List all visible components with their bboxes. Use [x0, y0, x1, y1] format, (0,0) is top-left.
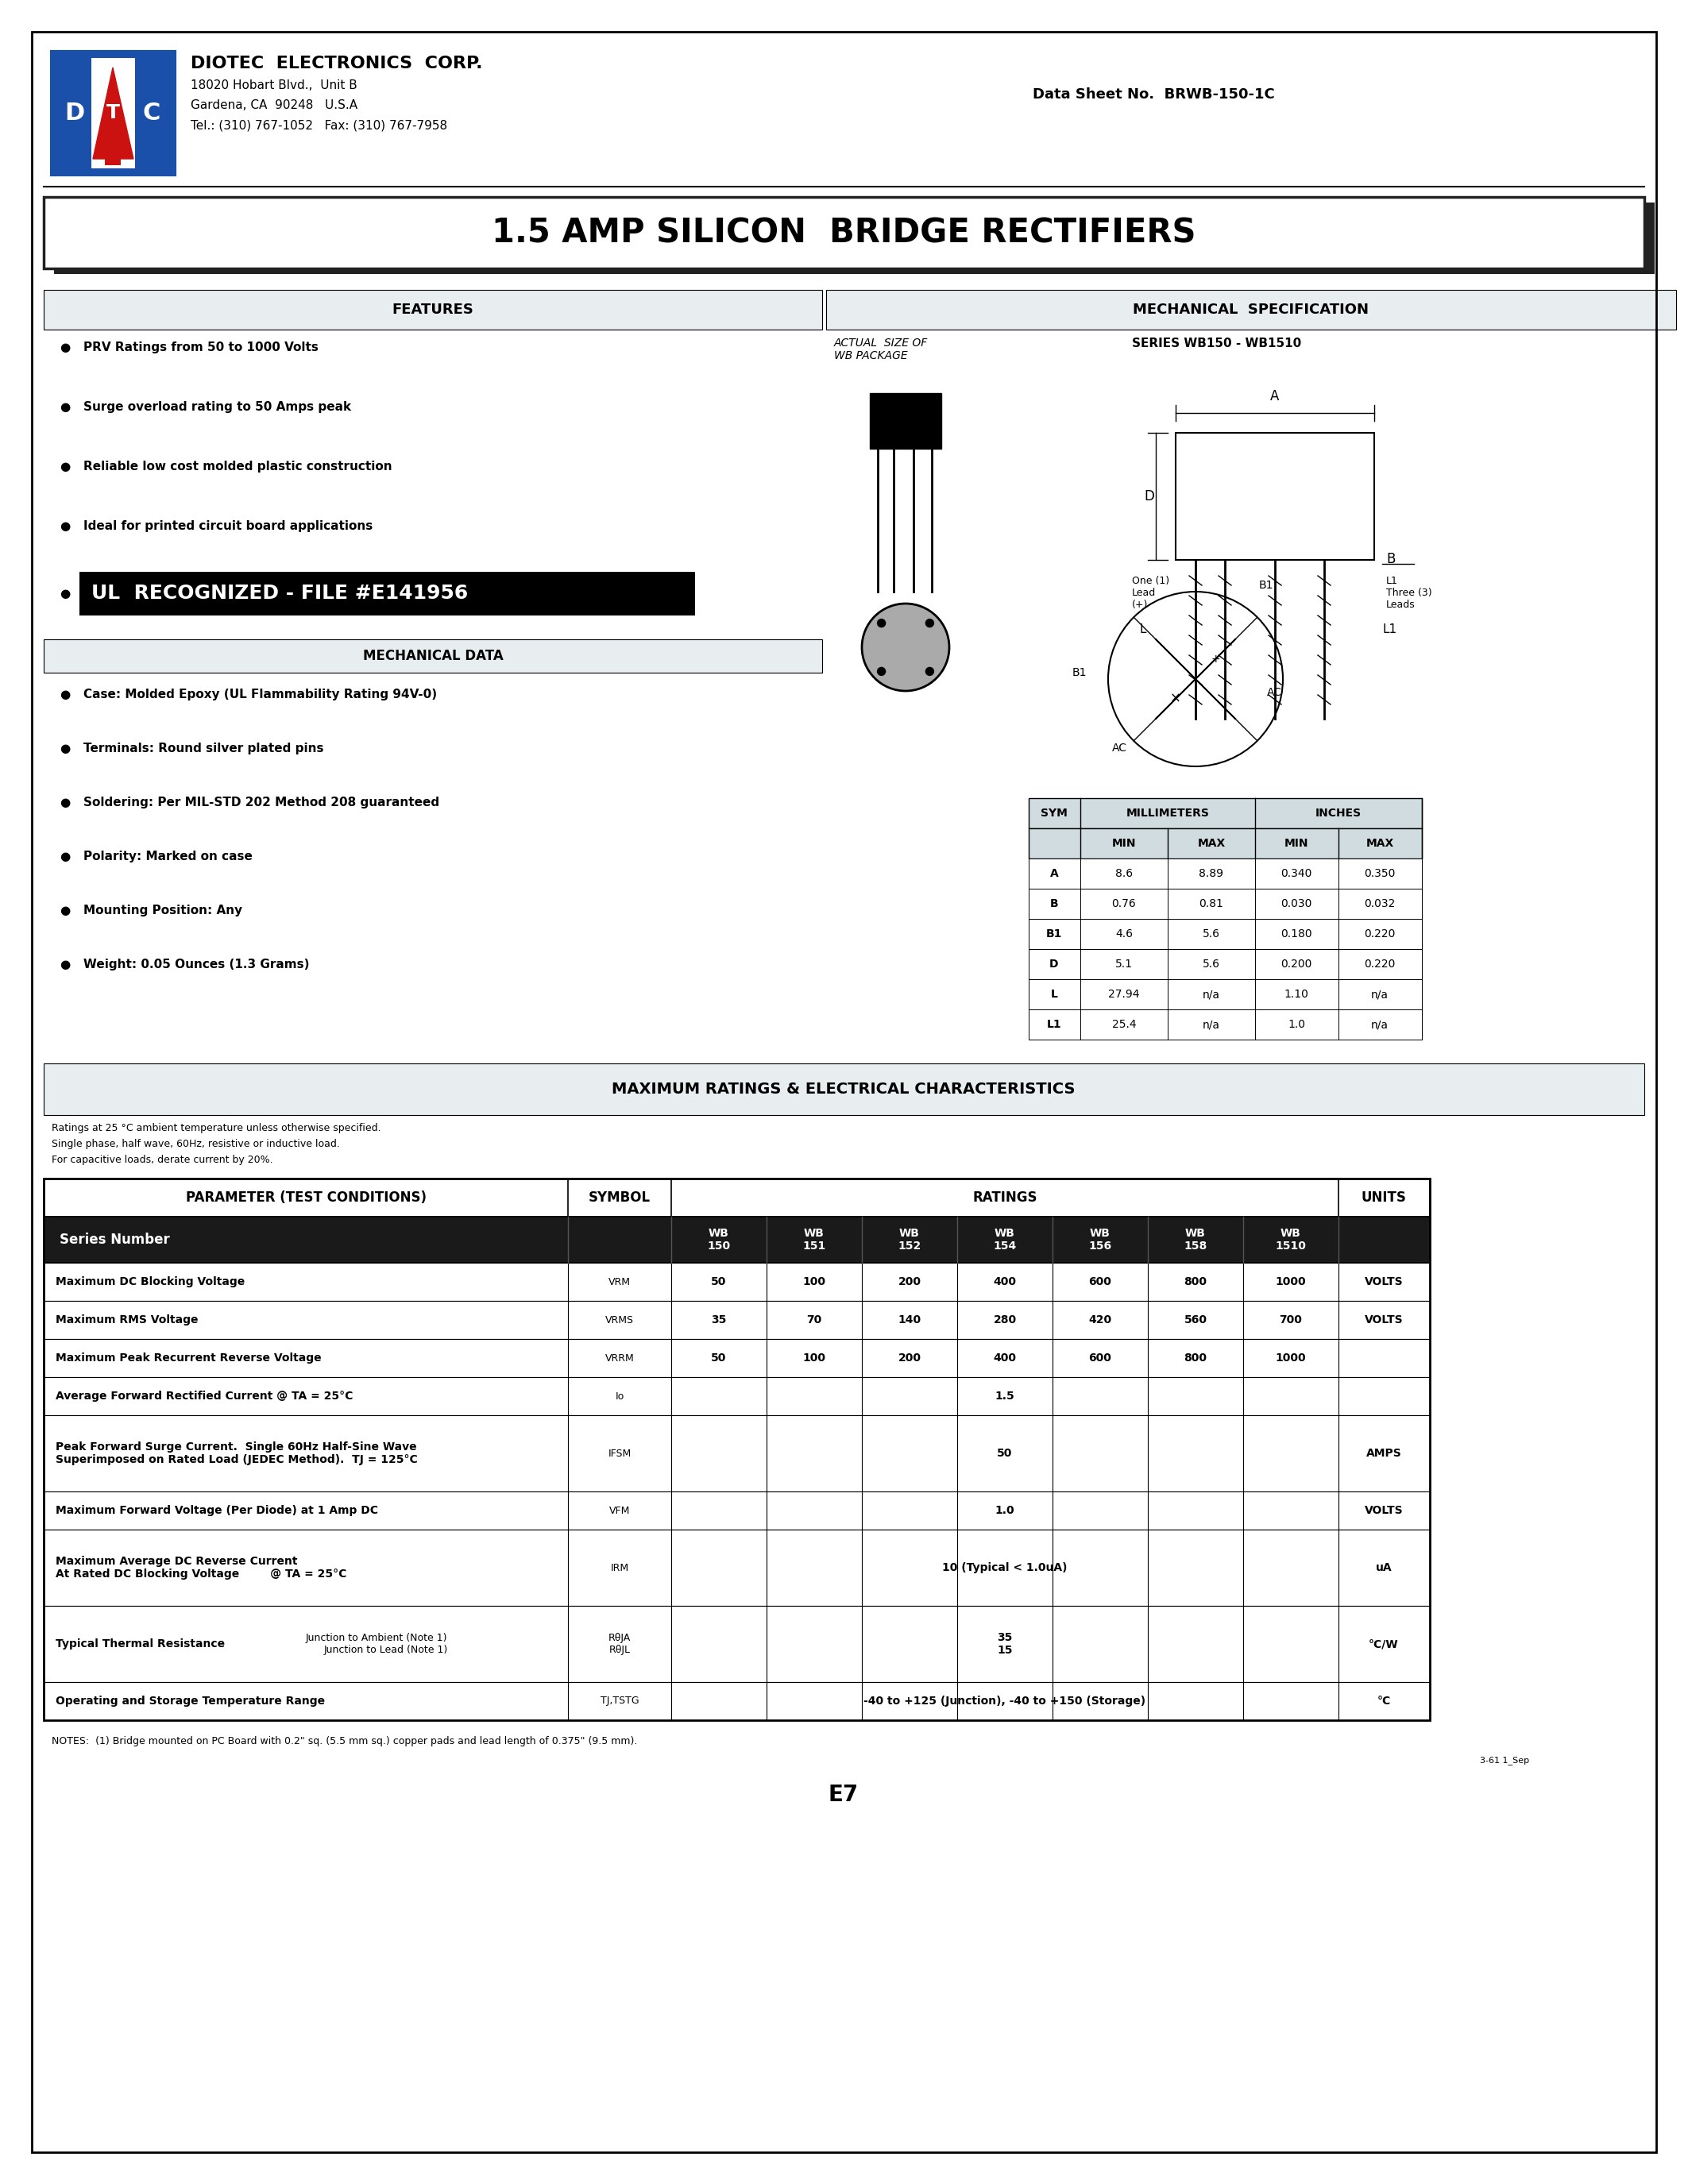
Text: SYMBOL: SYMBOL	[589, 1190, 650, 1206]
Text: VRMS: VRMS	[606, 1315, 635, 1326]
Text: 100: 100	[803, 1352, 825, 1363]
Text: 35
15: 35 15	[998, 1631, 1013, 1655]
Text: 1.5 AMP SILICON  BRIDGE RECTIFIERS: 1.5 AMP SILICON BRIDGE RECTIFIERS	[491, 216, 1195, 249]
Bar	[1028, 797, 1421, 828]
Text: ×: ×	[1170, 692, 1182, 705]
Text: 0.220: 0.220	[1364, 928, 1396, 939]
Text: WB
154: WB 154	[993, 1227, 1016, 1251]
Text: n/a: n/a	[1202, 989, 1220, 1000]
Text: n/a: n/a	[1371, 1020, 1389, 1031]
Text: WB
156: WB 156	[1089, 1227, 1112, 1251]
Text: NOTES:  (1) Bridge mounted on PC Board with 0.2" sq. (5.5 mm sq.) copper pads an: NOTES: (1) Bridge mounted on PC Board wi…	[52, 1736, 638, 1747]
Text: MECHANICAL  SPECIFICATION: MECHANICAL SPECIFICATION	[1133, 304, 1369, 317]
Text: 5.1: 5.1	[1116, 959, 1133, 970]
Text: ●: ●	[59, 520, 71, 533]
Text: VFM: VFM	[609, 1505, 630, 1516]
Text: L1: L1	[1382, 622, 1396, 636]
Text: Single phase, half wave, 60Hz, resistive or inductive load.: Single phase, half wave, 60Hz, resistive…	[52, 1138, 339, 1149]
Bar	[44, 197, 1644, 269]
Text: B1: B1	[1047, 928, 1062, 939]
Text: E7: E7	[829, 1784, 859, 1806]
Bar	[44, 1378, 1430, 1415]
Text: Data Sheet No.  BRWB-150-1C: Data Sheet No. BRWB-150-1C	[1033, 87, 1274, 103]
Text: RATINGS: RATINGS	[972, 1190, 1036, 1206]
Text: VRRM: VRRM	[604, 1352, 635, 1363]
Text: L: L	[1139, 622, 1146, 636]
Bar	[91, 59, 135, 168]
Text: 50: 50	[711, 1352, 726, 1363]
Text: WB
151: WB 151	[802, 1227, 825, 1251]
Text: 400: 400	[993, 1275, 1016, 1286]
Text: ●: ●	[59, 904, 71, 917]
Text: 10 (Typical < 1.0uA): 10 (Typical < 1.0uA)	[942, 1562, 1067, 1572]
Text: VOLTS: VOLTS	[1364, 1315, 1403, 1326]
Bar	[44, 1605, 1430, 1682]
Text: UNITS: UNITS	[1361, 1190, 1406, 1206]
Text: 0.200: 0.200	[1281, 959, 1312, 970]
Text: Maximum DC Blocking Voltage: Maximum DC Blocking Voltage	[56, 1275, 245, 1286]
Text: 700: 700	[1280, 1315, 1303, 1326]
Text: ●: ●	[59, 959, 71, 970]
Text: IFSM: IFSM	[608, 1448, 631, 1459]
Bar	[57, 59, 91, 168]
Text: 1000: 1000	[1276, 1275, 1307, 1286]
Text: D: D	[64, 100, 84, 124]
Text: T: T	[106, 103, 120, 122]
Text: MECHANICAL DATA: MECHANICAL DATA	[363, 649, 503, 664]
Text: 1.0: 1.0	[1288, 1020, 1305, 1031]
Bar	[44, 1064, 1644, 1116]
Text: 100: 100	[803, 1275, 825, 1286]
Text: 600: 600	[1089, 1275, 1112, 1286]
Text: 420: 420	[1089, 1315, 1112, 1326]
Text: INCHES: INCHES	[1315, 808, 1362, 819]
Bar	[1028, 858, 1421, 889]
Text: 0.81: 0.81	[1198, 898, 1224, 909]
Text: +: +	[1210, 653, 1220, 664]
Text: L1
Three (3)
Leads: L1 Three (3) Leads	[1386, 577, 1431, 609]
Text: B: B	[1386, 553, 1396, 566]
Bar	[57, 59, 91, 168]
Text: Ratings at 25 °C ambient temperature unless otherwise specified.: Ratings at 25 °C ambient temperature unl…	[52, 1123, 381, 1133]
Bar	[1028, 978, 1421, 1009]
Bar	[52, 52, 176, 175]
Text: MILLIMETERS: MILLIMETERS	[1126, 808, 1209, 819]
Text: AC: AC	[1112, 743, 1128, 753]
Text: Soldering: Per MIL-STD 202 Method 208 guaranteed: Soldering: Per MIL-STD 202 Method 208 gu…	[83, 797, 439, 808]
Text: MAX: MAX	[1197, 839, 1225, 850]
Bar	[1028, 828, 1421, 858]
Text: 140: 140	[898, 1315, 922, 1326]
Bar	[1028, 950, 1421, 978]
Text: Io: Io	[614, 1391, 625, 1402]
Text: Maximum Average DC Reverse Current
At Rated DC Blocking Voltage        @ TA = 25: Maximum Average DC Reverse Current At Ra…	[56, 1555, 346, 1579]
Bar	[44, 1179, 1430, 1721]
Text: MAXIMUM RATINGS & ELECTRICAL CHARACTERISTICS: MAXIMUM RATINGS & ELECTRICAL CHARACTERIS…	[611, 1081, 1075, 1096]
Text: Polarity: Marked on case: Polarity: Marked on case	[83, 850, 253, 863]
Text: 8.6: 8.6	[1116, 867, 1133, 880]
Text: MAX: MAX	[1366, 839, 1394, 850]
Bar	[825, 290, 1676, 330]
Bar	[44, 1216, 1430, 1262]
Text: One (1)
Lead
(+): One (1) Lead (+)	[1133, 577, 1170, 609]
Circle shape	[878, 618, 886, 627]
Text: B1: B1	[1072, 666, 1087, 679]
Text: 3-61 1_Sep: 3-61 1_Sep	[1480, 1756, 1529, 1765]
Text: D: D	[1050, 959, 1058, 970]
Polygon shape	[93, 68, 133, 159]
Bar	[1175, 432, 1374, 559]
Text: ●: ●	[59, 688, 71, 701]
Text: SYM: SYM	[1040, 808, 1067, 819]
Text: 1.0: 1.0	[996, 1505, 1014, 1516]
Bar	[44, 640, 822, 673]
Text: n/a: n/a	[1202, 1020, 1220, 1031]
Text: DIOTEC  ELECTRONICS  CORP.: DIOTEC ELECTRONICS CORP.	[191, 55, 483, 72]
Text: VOLTS: VOLTS	[1364, 1505, 1403, 1516]
Text: Maximum Forward Voltage (Per Diode) at 1 Amp DC: Maximum Forward Voltage (Per Diode) at 1…	[56, 1505, 378, 1516]
Text: 0.76: 0.76	[1112, 898, 1136, 909]
Text: 1.10: 1.10	[1285, 989, 1308, 1000]
Text: A: A	[1050, 867, 1058, 880]
Text: Maximum Peak Recurrent Reverse Voltage: Maximum Peak Recurrent Reverse Voltage	[56, 1352, 321, 1363]
Bar	[54, 203, 1654, 273]
Text: UL  RECOGNIZED - FILE #E141956: UL RECOGNIZED - FILE #E141956	[91, 583, 468, 603]
Text: 0.340: 0.340	[1281, 867, 1312, 880]
Text: 200: 200	[898, 1352, 922, 1363]
